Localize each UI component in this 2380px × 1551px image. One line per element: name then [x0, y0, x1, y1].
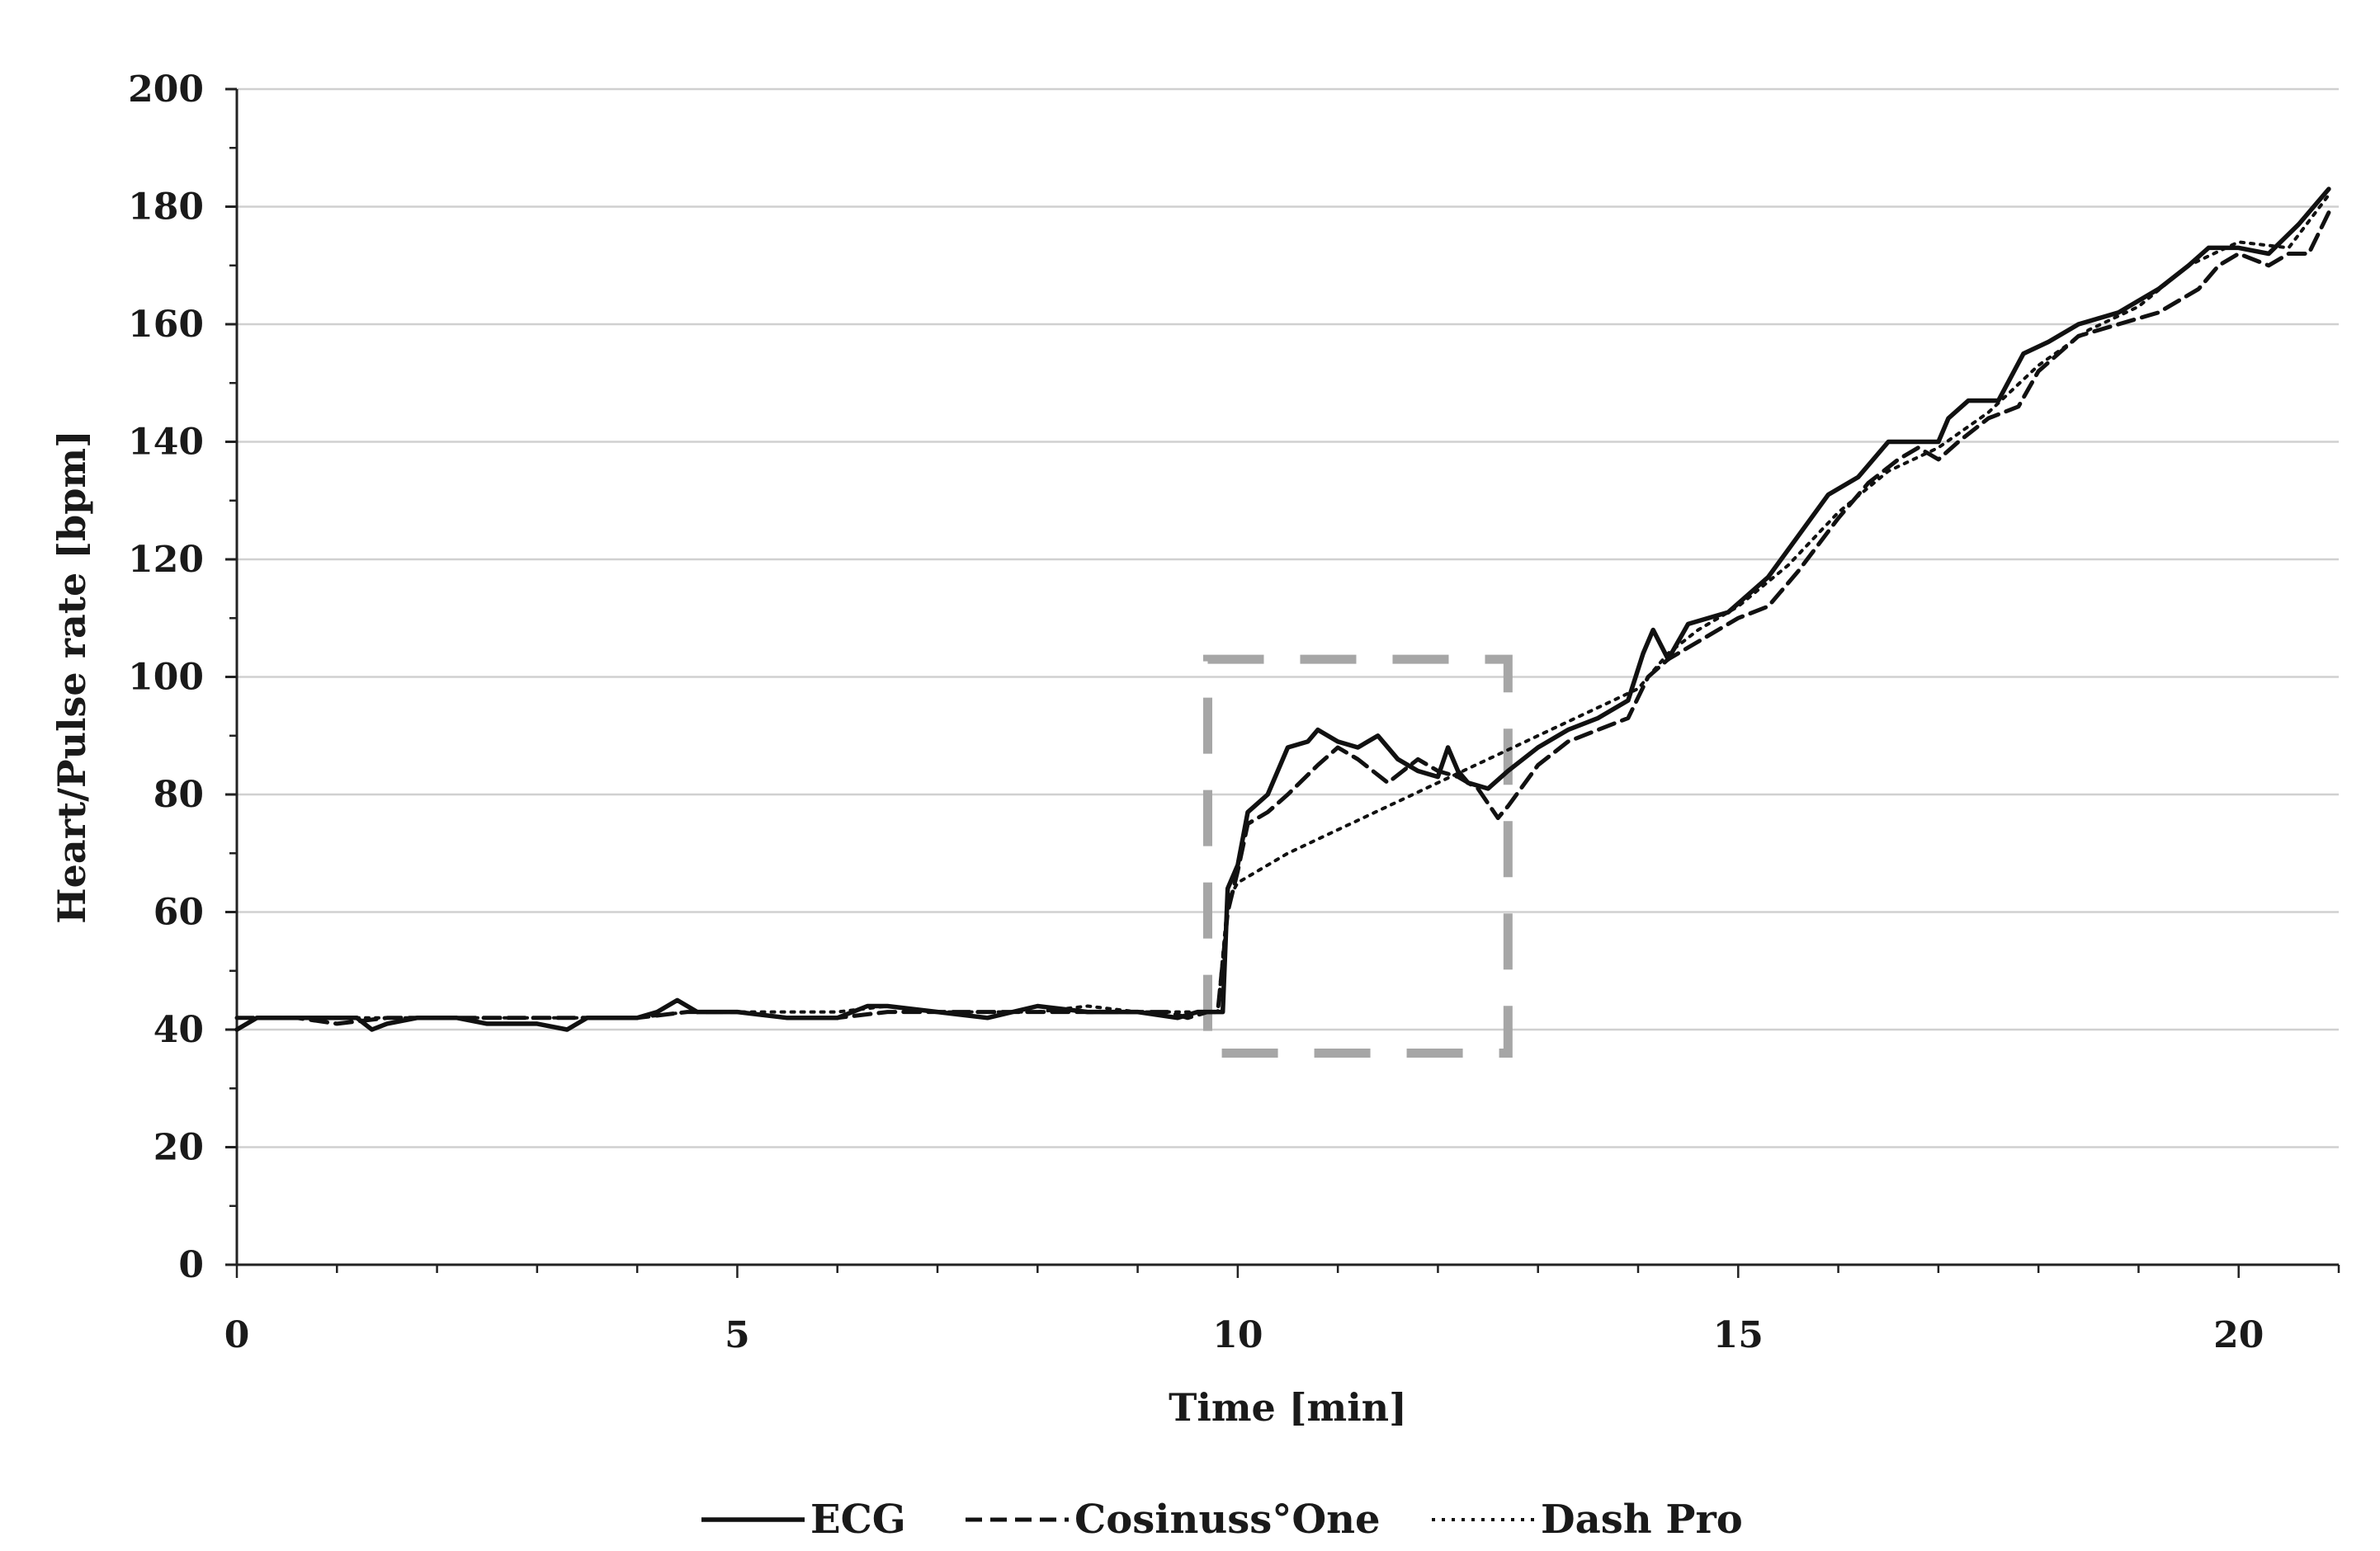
y-tick-label: 100: [128, 657, 204, 699]
y-tick-label: 200: [128, 68, 204, 111]
x-tick-label: 15: [1713, 1314, 1764, 1356]
y-tick-label: 20: [153, 1127, 204, 1169]
y-tick-labels: 0 20 40 60 80 100 120 140 160 180 200: [128, 68, 204, 1286]
y-tick-label: 120: [128, 539, 204, 581]
series-lines: [234, 186, 2331, 1032]
x-tick-label: 0: [224, 1314, 250, 1356]
x-tick-label: 5: [725, 1314, 750, 1356]
legend-label: ECG: [810, 1497, 906, 1543]
legend-label: Dash Pro: [1541, 1497, 1743, 1543]
y-tick-label: 160: [128, 304, 204, 346]
y-tick-label: 140: [128, 422, 204, 464]
y-tick-label: 0: [178, 1244, 204, 1286]
y-tick-label: 80: [153, 774, 204, 816]
y-tick-label: 40: [153, 1009, 204, 1051]
legend-label: Cosinuss°One: [1074, 1497, 1381, 1543]
series-line-ecg: [234, 186, 2331, 1032]
highlight-rectangle: [1202, 654, 1513, 1058]
x-tick-label: 20: [2213, 1314, 2264, 1356]
highlight-box: [1202, 654, 1513, 1058]
minor-ticks: [229, 147, 2340, 1278]
x-axis-title: Time [min]: [1169, 1385, 1407, 1430]
x-tick-labels: 0 5 10 15 20: [224, 1314, 2264, 1356]
y-axis-title: Heart/Pulse rate [bpm]: [50, 430, 94, 924]
x-tick-label: 10: [1212, 1314, 1263, 1356]
legend: ECG Cosinuss°One Dash Pro: [701, 1497, 1743, 1543]
y-tick-label: 60: [153, 892, 204, 934]
series-line-cosinuss-one: [234, 210, 2331, 1026]
y-tick-label: 180: [128, 186, 204, 229]
series-line-dash-pro: [235, 193, 2330, 1020]
y-gridlines: [225, 87, 2339, 1266]
axes: [235, 89, 2339, 1266]
